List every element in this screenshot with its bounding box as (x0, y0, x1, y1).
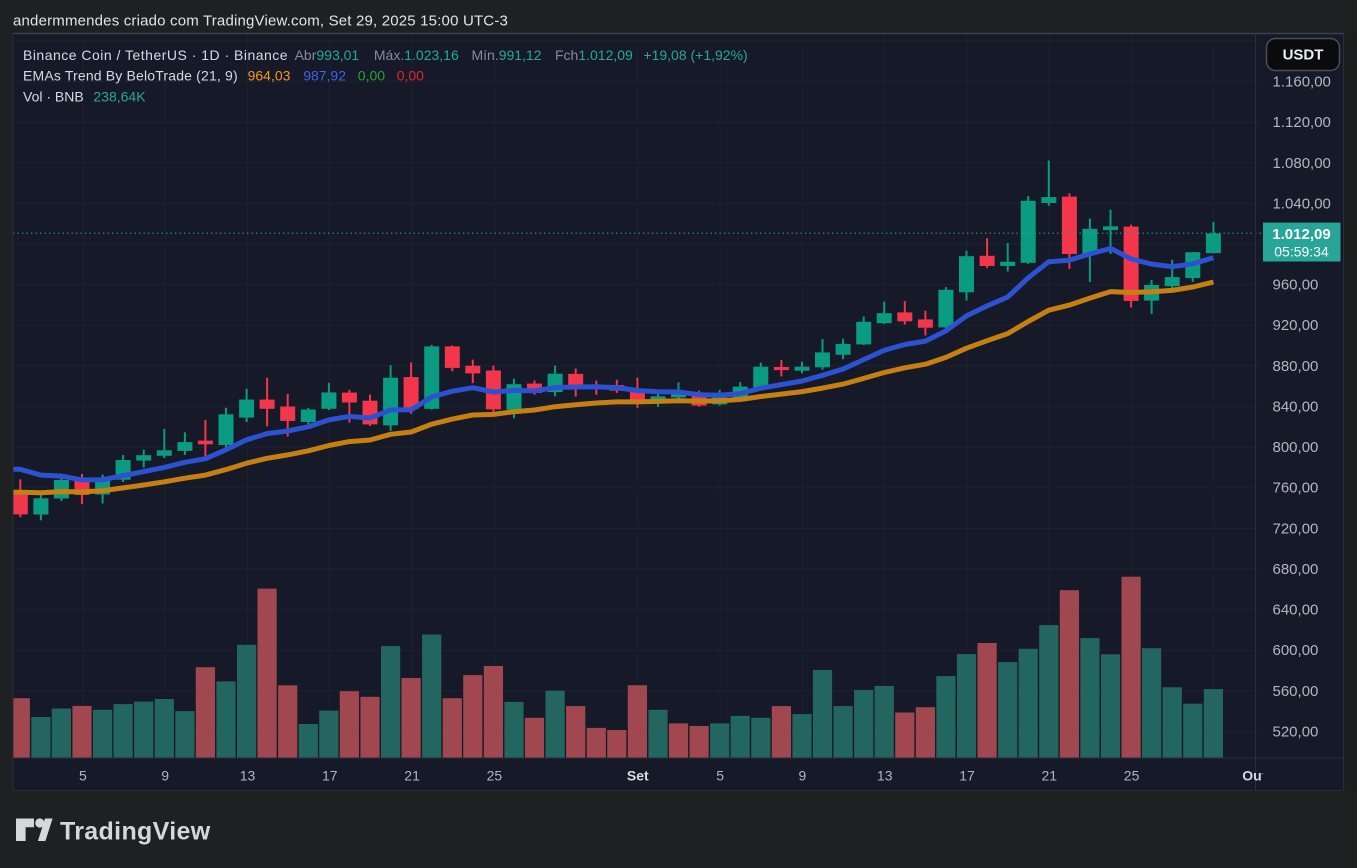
svg-text:Vol · BNB: Vol · BNB (23, 89, 84, 105)
svg-text:238,64K: 238,64K (93, 89, 146, 105)
svg-text:21: 21 (404, 768, 420, 784)
svg-text:EMAs Trend By BeloTrade (21, 9: EMAs Trend By BeloTrade (21, 9) (23, 68, 238, 84)
svg-text:21: 21 (1042, 768, 1058, 784)
svg-text:andermmendes criado com Tradin: andermmendes criado com TradingView.com,… (13, 13, 508, 30)
svg-text:17: 17 (959, 768, 975, 784)
svg-text:Mín.991,12: Mín.991,12 (472, 47, 542, 63)
svg-text:5: 5 (79, 768, 87, 784)
svg-text:760,00: 760,00 (1273, 480, 1319, 497)
svg-text:Máx.1.023,16: Máx.1.023,16 (374, 47, 459, 63)
svg-text:13: 13 (240, 768, 256, 784)
svg-text:5: 5 (716, 768, 724, 784)
svg-text:0,00: 0,00 (397, 68, 424, 84)
svg-text:1.120,00: 1.120,00 (1273, 114, 1331, 131)
svg-text:560,00: 560,00 (1273, 683, 1319, 700)
svg-text:720,00: 720,00 (1273, 520, 1319, 537)
svg-text:9: 9 (799, 768, 807, 784)
svg-text:Abr993,01: Abr993,01 (295, 47, 360, 63)
svg-text:840,00: 840,00 (1273, 399, 1319, 416)
svg-text:0,00: 0,00 (358, 68, 385, 84)
svg-text:9: 9 (161, 768, 169, 784)
svg-text:880,00: 880,00 (1273, 358, 1319, 375)
svg-text:987,92: 987,92 (303, 68, 346, 84)
svg-text:+19,08 (+1,92%): +19,08 (+1,92%) (643, 47, 747, 63)
svg-text:Set: Set (627, 768, 649, 784)
svg-text:05:59:34: 05:59:34 (1274, 244, 1329, 260)
svg-text:1.160,00: 1.160,00 (1273, 74, 1331, 91)
svg-text:600,00: 600,00 (1273, 642, 1319, 659)
svg-text:25: 25 (1124, 768, 1140, 784)
svg-text:Fch1.012,09: Fch1.012,09 (555, 47, 633, 63)
svg-text:TradingView: TradingView (60, 818, 211, 846)
svg-text:960,00: 960,00 (1273, 277, 1319, 294)
svg-text:640,00: 640,00 (1273, 602, 1319, 619)
svg-text:680,00: 680,00 (1273, 561, 1319, 578)
svg-text:920,00: 920,00 (1273, 317, 1319, 334)
svg-text:25: 25 (487, 768, 503, 784)
svg-text:1.080,00: 1.080,00 (1273, 155, 1331, 172)
svg-text:USDT: USDT (1283, 47, 1324, 64)
svg-text:Out: Out (1242, 768, 1266, 784)
svg-text:1.040,00: 1.040,00 (1273, 195, 1331, 212)
svg-text:17: 17 (322, 768, 338, 784)
svg-text:964,03: 964,03 (248, 68, 291, 84)
svg-text:800,00: 800,00 (1273, 439, 1319, 456)
svg-text:1.012,09: 1.012,09 (1272, 226, 1330, 243)
svg-text:520,00: 520,00 (1273, 723, 1319, 740)
svg-text:13: 13 (877, 768, 893, 784)
svg-text:Binance Coin / TetherUS · 1D ·: Binance Coin / TetherUS · 1D · Binance (23, 47, 288, 63)
